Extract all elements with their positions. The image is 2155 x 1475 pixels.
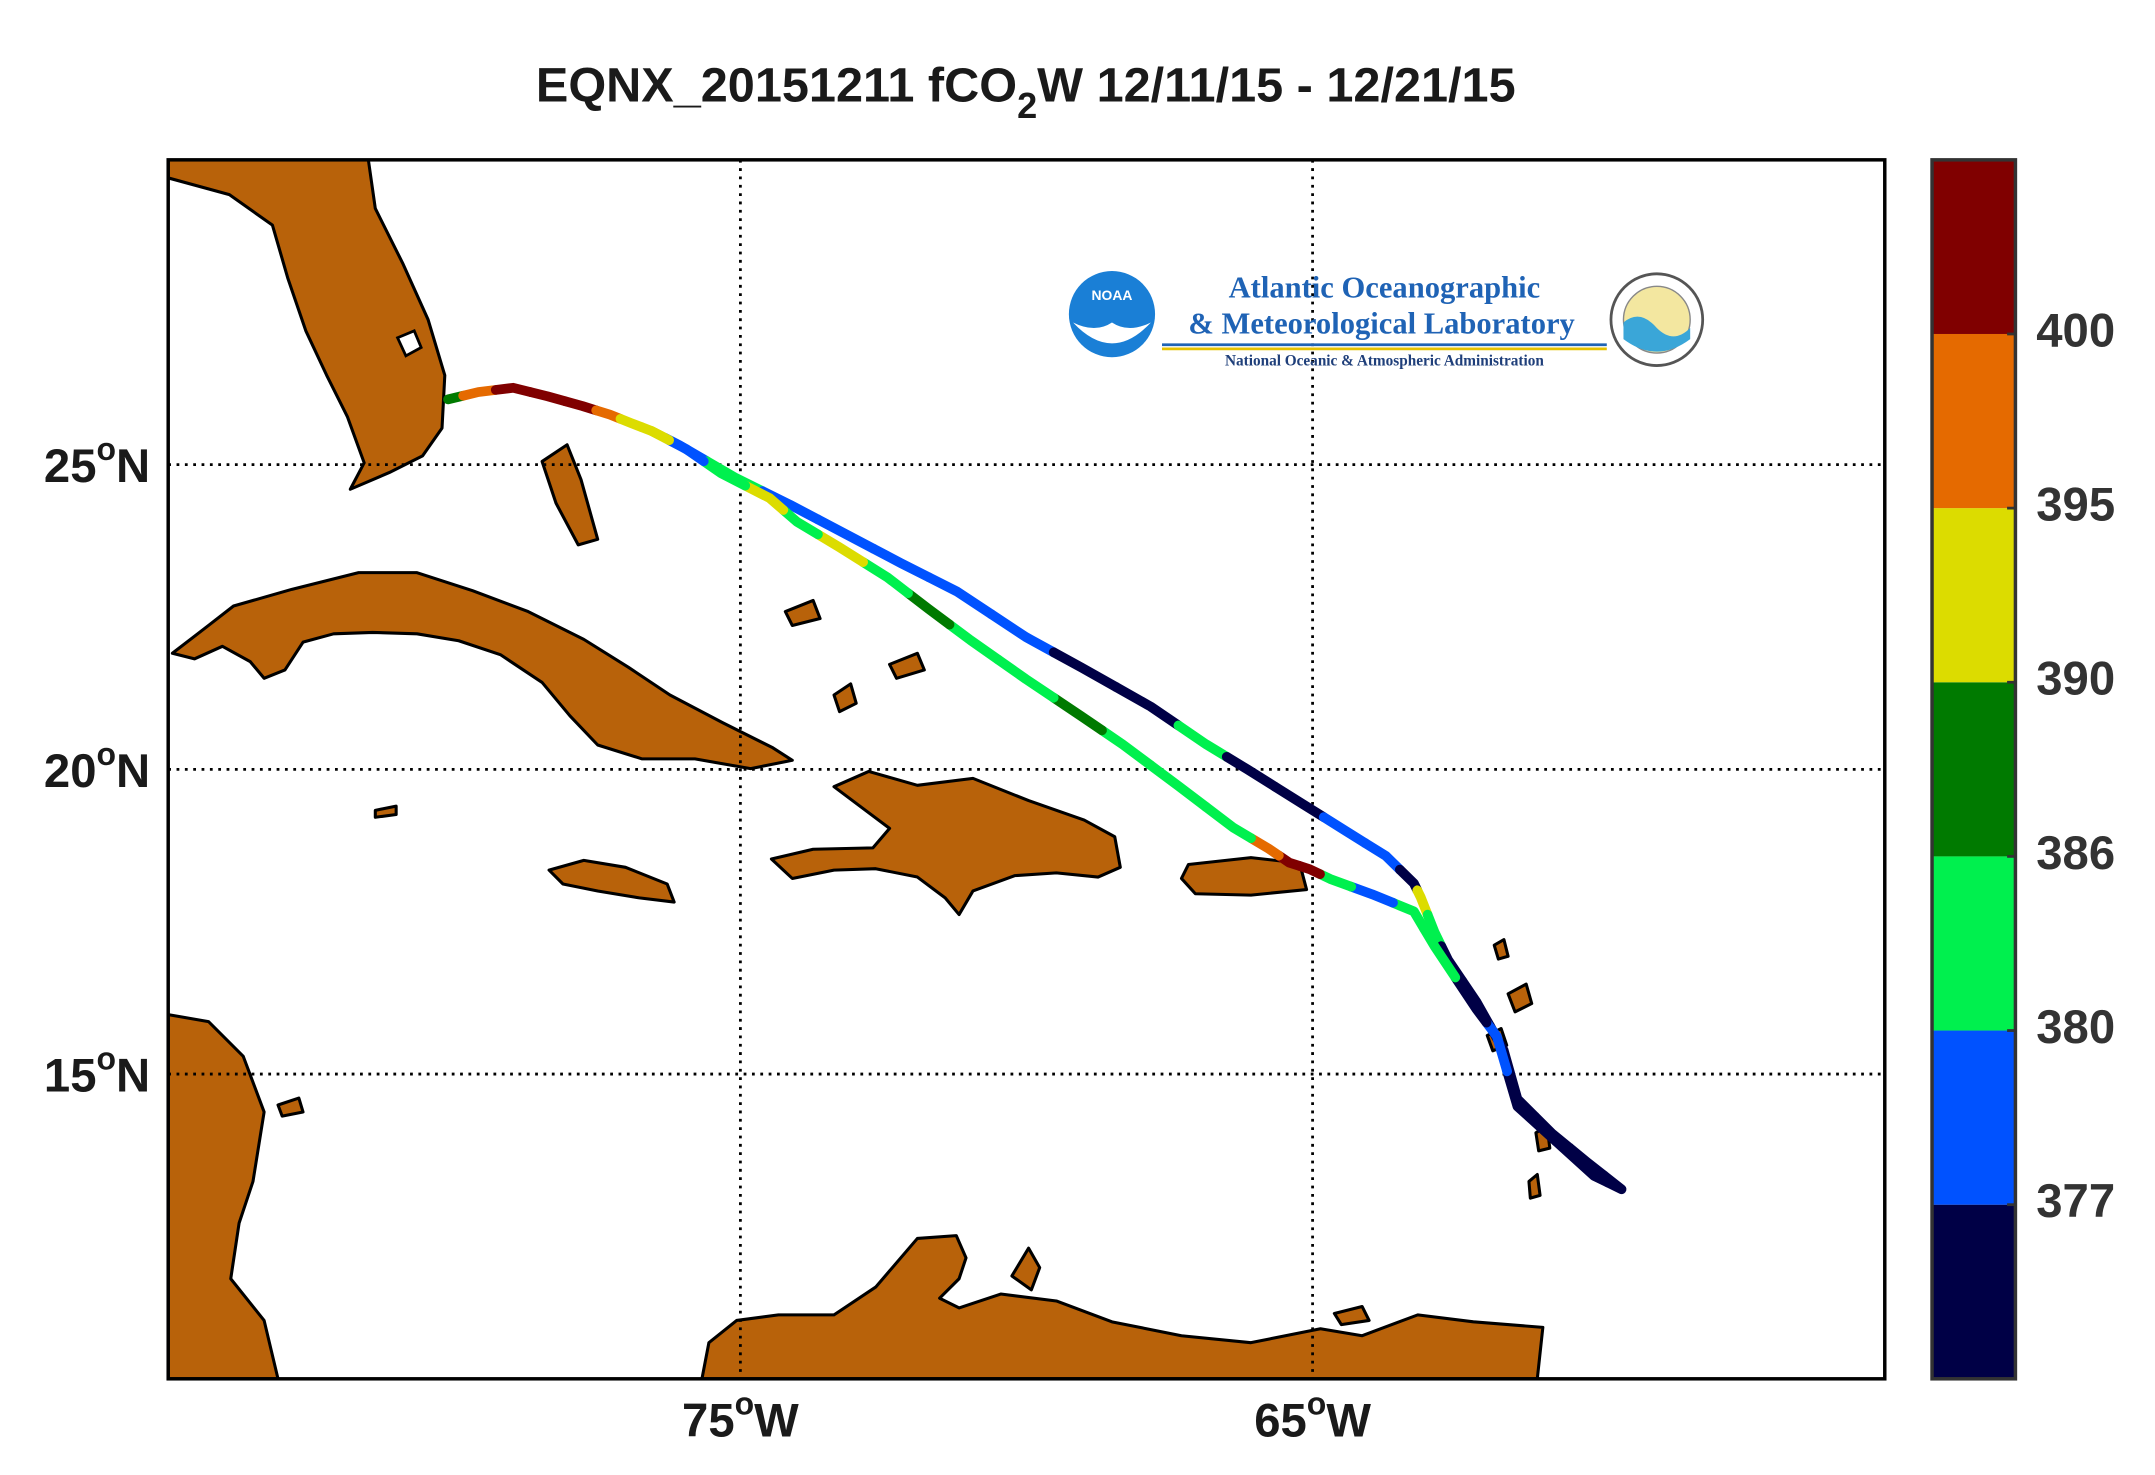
south-america	[700, 1234, 1545, 1379]
track-point	[1270, 781, 1329, 823]
title-rest: W 12/11/15 - 12/21/15	[1037, 58, 1516, 112]
hemisphere: W	[754, 1395, 799, 1448]
track-point	[778, 505, 823, 540]
degree-symbol: o	[96, 736, 116, 772]
track-point	[1318, 812, 1371, 848]
logo-badge: NOAA	[1092, 287, 1133, 303]
florida	[168, 159, 447, 491]
colorbar-band	[1932, 682, 2016, 857]
track-point	[924, 572, 997, 620]
hispaniola	[769, 769, 1122, 917]
track-point	[646, 426, 675, 446]
track-point	[858, 557, 913, 599]
logo-line3: National Oceanic & Atmospheric Administr…	[1225, 353, 1544, 370]
track-point	[1201, 801, 1256, 844]
noaa-badge	[1068, 271, 1156, 358]
colorbar-frame	[1930, 158, 2018, 1381]
title-main: EQNX_20151211 fCO	[536, 58, 1017, 112]
grid	[168, 159, 1885, 1379]
colorbar-label: 400	[2036, 304, 2115, 357]
track-point	[490, 382, 536, 397]
tick-number: 15	[44, 1050, 97, 1103]
title-subscript: 2	[1017, 85, 1037, 126]
tick-number: 20	[44, 745, 97, 798]
hemisphere: N	[116, 441, 150, 494]
andros	[540, 443, 600, 547]
track-point	[1173, 720, 1232, 762]
track-point	[1111, 682, 1184, 731]
hemisphere: N	[116, 1050, 150, 1103]
tick-number: 25	[44, 441, 97, 494]
degree-symbol: o	[96, 432, 116, 468]
x-tick-label: 65oW	[1254, 1386, 1371, 1448]
track-point	[993, 654, 1059, 703]
central-america	[168, 1013, 280, 1379]
track-point	[1221, 751, 1280, 792]
track-point	[664, 435, 709, 467]
colorbar-band	[1932, 508, 2016, 683]
logo-line1: Atlantic Oceanographic	[1229, 270, 1541, 304]
logo-line2: & Meteorological Laboratory	[1188, 307, 1574, 341]
track-point	[698, 456, 751, 491]
track-point	[813, 514, 879, 554]
ship-track	[443, 382, 1627, 1195]
track-point	[1246, 833, 1284, 861]
track-point	[986, 609, 1059, 658]
track-point	[1419, 923, 1461, 983]
colorbar-band	[1932, 159, 2016, 334]
puerto-rico	[1179, 856, 1309, 897]
track-point	[1502, 1066, 1561, 1146]
cuba	[170, 571, 794, 771]
degree-symbol: o	[96, 1041, 116, 1077]
track-point	[1048, 647, 1121, 692]
colorbar-label: 377	[2036, 1175, 2115, 1228]
track-point	[1048, 692, 1107, 736]
colorbar-band	[1932, 1030, 2016, 1205]
track-point	[1412, 885, 1433, 920]
track-point	[1346, 881, 1398, 908]
track-point	[1360, 838, 1405, 875]
colorbar-label: 395	[2036, 479, 2115, 532]
track-point	[903, 588, 955, 630]
track-point	[740, 480, 789, 515]
track-point	[1145, 760, 1211, 812]
track-point	[525, 387, 570, 407]
track-point	[1550, 1136, 1613, 1188]
logo: NOAA Atlantic Oceanographic & Meteorolog…	[1068, 270, 1705, 370]
colorbar-label: 390	[2036, 653, 2115, 706]
degree-symbol: o	[735, 1386, 755, 1422]
colorbar-band	[1932, 856, 2016, 1031]
track-point	[1481, 1017, 1512, 1077]
colorbar-label: 386	[2036, 827, 2115, 880]
track-point	[868, 543, 934, 583]
track-point	[813, 529, 868, 567]
colorbar-label: 380	[2036, 1001, 2115, 1054]
track-point	[1388, 897, 1430, 934]
track-point	[1422, 909, 1447, 951]
aoml-wave	[1623, 316, 1691, 352]
land	[168, 159, 1552, 1379]
map-frame	[166, 158, 1887, 1381]
degree-symbol: o	[1307, 1386, 1327, 1422]
y-tick-label: 25oN	[44, 432, 150, 494]
colorbar-band	[1932, 333, 2016, 509]
x-tick-label: 75oW	[682, 1386, 799, 1448]
hemisphere: W	[1326, 1395, 1371, 1448]
colorbar-band	[1932, 1204, 2016, 1379]
noaa-bird	[1073, 322, 1151, 344]
tick-number: 65	[1254, 1395, 1307, 1448]
jamaica	[547, 858, 676, 904]
track-point	[1097, 725, 1156, 770]
tick-number: 75	[682, 1395, 735, 1448]
hemisphere: N	[116, 745, 150, 798]
y-tick-label: 20oN	[44, 736, 150, 798]
map-title: EQNX_20151211 fCO2W 12/11/15 - 12/21/15	[536, 58, 1516, 126]
track-point	[458, 385, 501, 401]
track-point	[944, 619, 1004, 665]
y-tick-label: 15oN	[44, 1041, 150, 1103]
colorbar: 377 380 386 390 395 400	[1930, 158, 2115, 1381]
track-point	[1450, 972, 1492, 1028]
